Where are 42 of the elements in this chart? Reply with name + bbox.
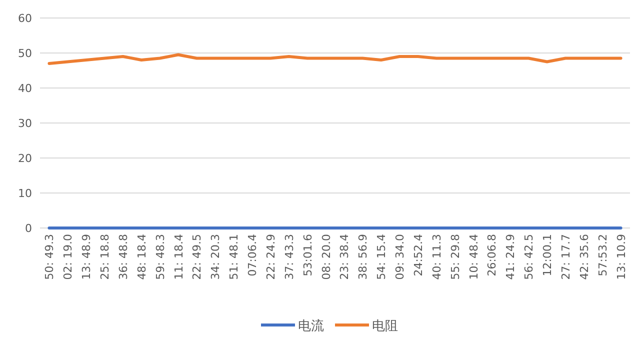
x-tick-label: 11: 18.4 bbox=[172, 234, 186, 280]
x-tick-label: 37: 43.3 bbox=[282, 234, 296, 280]
x-tick-label: 53:01.6 bbox=[301, 234, 314, 276]
x-tick-label: 22: 49.5 bbox=[190, 234, 204, 280]
x-tick-label: 57:53.2 bbox=[596, 234, 610, 276]
x-tick-label: 07:06.4 bbox=[246, 234, 260, 276]
y-tick-label: 60 bbox=[18, 12, 32, 25]
x-tick-label: 23: 38.4 bbox=[338, 234, 352, 280]
y-tick-label: 10 bbox=[18, 187, 32, 200]
legend-label: 电流 bbox=[298, 318, 324, 334]
x-tick-label: 42: 35.6 bbox=[578, 234, 591, 280]
x-tick-label: 09: 34.0 bbox=[394, 234, 407, 280]
x-tick-label: 38: 56.9 bbox=[356, 234, 370, 280]
x-tick-label: 36: 48.8 bbox=[116, 234, 130, 280]
x-tick-label: 24:52.4 bbox=[412, 234, 425, 276]
x-tick-label: 56: 42.5 bbox=[522, 234, 536, 280]
x-tick-label: 40: 11.3 bbox=[430, 234, 444, 280]
x-tick-label: 26:06.8 bbox=[486, 234, 499, 276]
y-tick-label: 30 bbox=[18, 117, 32, 130]
x-tick-label: 55: 29.8 bbox=[448, 234, 462, 280]
x-tick-label: 59: 48.3 bbox=[154, 234, 167, 280]
x-tick-label: 51: 48.1 bbox=[228, 234, 241, 280]
x-tick-label: 02: 19.0 bbox=[62, 234, 75, 280]
y-tick-label: 50 bbox=[18, 47, 32, 60]
x-tick-label: 25: 18.8 bbox=[98, 234, 112, 280]
x-tick-label: 27: 17.7 bbox=[559, 234, 572, 280]
x-tick-label: 34: 20.3 bbox=[209, 234, 222, 280]
y-tick-label: 40 bbox=[18, 82, 32, 95]
line-series bbox=[48, 53, 622, 65]
x-tick-label: 08: 20.0 bbox=[320, 234, 333, 280]
x-tick-label: 13: 10.9 bbox=[614, 234, 628, 280]
y-tick-label: 20 bbox=[18, 152, 32, 165]
x-tick-label: 48: 18.4 bbox=[135, 234, 148, 280]
x-tick-label: 22: 24.9 bbox=[264, 234, 278, 280]
x-tick-label: 10: 48.4 bbox=[467, 234, 480, 280]
x-tick-label: 12:00.1 bbox=[541, 234, 554, 276]
x-tick-label: 41: 24.9 bbox=[504, 234, 518, 280]
x-tick-label: 13: 48.9 bbox=[80, 234, 94, 280]
y-tick-label: 0 bbox=[25, 222, 32, 235]
x-tick-label: 54: 15.4 bbox=[375, 234, 388, 280]
x-tick-label: 50: 49.3 bbox=[43, 234, 56, 280]
legend-label: 电阻 bbox=[372, 319, 398, 334]
